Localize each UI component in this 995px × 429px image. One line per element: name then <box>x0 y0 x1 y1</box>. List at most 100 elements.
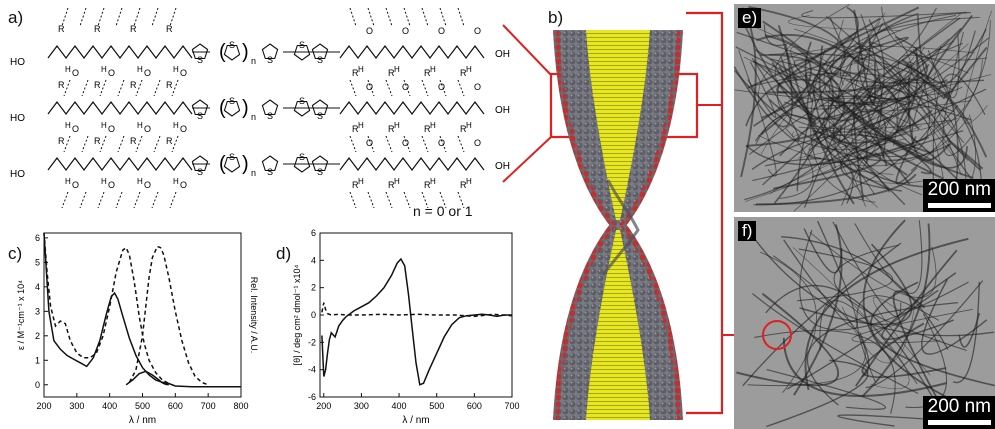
atom-r: R <box>130 136 137 146</box>
thiophene-ring <box>261 155 279 172</box>
h-bond <box>99 135 107 153</box>
peptide-backbone-left <box>47 157 193 171</box>
y-tick-label: 2 <box>35 331 40 341</box>
atom-o: O <box>180 68 187 78</box>
thiophene-ring <box>311 99 329 116</box>
atom-r: R <box>460 180 467 190</box>
thiophene-ring <box>293 156 311 173</box>
tem-fibril <box>849 54 954 108</box>
tem-fibril <box>932 73 986 183</box>
tem-fibril <box>762 109 887 186</box>
atom-h: H <box>358 177 364 186</box>
atom-h: H <box>137 65 143 74</box>
tem-fibril <box>883 65 971 177</box>
tem-fibril <box>777 25 855 205</box>
h-bond-outer <box>385 191 393 209</box>
atom-h: H <box>358 65 364 74</box>
h-bond <box>117 135 125 153</box>
thiophene-ring <box>293 100 311 117</box>
atom-h: H <box>65 121 71 130</box>
atom-r: R <box>388 180 395 190</box>
atom-h: H <box>466 177 472 186</box>
scale-bar-f-line <box>927 420 991 425</box>
h-bond-outer <box>133 7 141 27</box>
h-bond-outer <box>151 7 159 27</box>
h-bond <box>81 135 89 153</box>
atom-s: S <box>229 152 235 162</box>
h-bond-outer <box>349 7 357 27</box>
scale-bar-e-label: 200 nm <box>927 179 991 200</box>
x-tick-label: 200 <box>36 401 51 411</box>
h-bond <box>403 79 411 97</box>
tem-fibril <box>754 239 994 337</box>
atom-o: O <box>180 180 187 190</box>
subscript-n: n <box>251 56 256 66</box>
atom-h: H <box>137 121 143 130</box>
atom-o: O <box>366 26 373 36</box>
h-bond <box>171 135 179 153</box>
h-bond-outer <box>403 191 411 209</box>
atom-r: R <box>424 124 431 134</box>
h-bond <box>385 135 393 153</box>
tem-fibril <box>765 285 936 402</box>
tem-fibril <box>777 81 951 130</box>
h-bond-outer <box>457 191 465 209</box>
tem-fibril <box>746 136 929 166</box>
tem-fibril <box>872 296 931 376</box>
panel-label-a: a) <box>8 8 24 27</box>
h-bond-outer <box>169 7 177 27</box>
tem-fibril <box>927 34 960 99</box>
atom-s: S <box>317 167 323 177</box>
atom-s: S <box>267 111 273 121</box>
tem-fibril <box>857 11 971 149</box>
h-bond <box>421 79 429 97</box>
tem-fibril <box>801 10 968 19</box>
atom-s: S <box>267 55 273 65</box>
y-tick-label: 0 <box>311 310 316 320</box>
tem-fibril <box>799 243 913 326</box>
series-line-0 <box>43 232 241 388</box>
atom-h: H <box>101 177 107 186</box>
y-tick-label: 3 <box>35 306 40 316</box>
tem-fibril <box>782 337 947 397</box>
tem-fibril <box>758 45 975 103</box>
series-line-1 <box>43 232 170 385</box>
h-bond <box>439 79 447 97</box>
h-bond <box>99 79 107 97</box>
atom-r: R <box>58 80 65 90</box>
h-bond-outer <box>79 191 87 209</box>
x-tick-label: 300 <box>69 401 84 411</box>
h-bond-outer <box>403 7 411 27</box>
scale-bar-f: 200 nm <box>922 396 995 429</box>
atom-r: R <box>58 24 65 34</box>
atom-o: O <box>366 138 373 148</box>
y-tick-label: 6 <box>35 233 40 243</box>
h-bond-outer <box>439 7 447 27</box>
x-tick-label: 500 <box>135 401 150 411</box>
h-bond <box>135 79 143 97</box>
atom-h: H <box>430 65 436 74</box>
series-line-2 <box>128 245 209 386</box>
atom-r: R <box>424 68 431 78</box>
h-bond-outer <box>115 191 123 209</box>
tem-fibril <box>952 281 980 384</box>
tem-fibril <box>905 313 947 409</box>
tem-fibril <box>766 369 887 410</box>
tem-fibril <box>753 30 976 206</box>
tem-fibril <box>783 220 858 329</box>
y-tick-label: -4 <box>308 365 316 375</box>
tem-fibril <box>933 72 962 176</box>
tem-fibril <box>897 14 973 132</box>
h-bond <box>421 135 429 153</box>
tem-fibril <box>894 36 959 212</box>
fiber-rim-left <box>553 30 617 420</box>
tem-fibril <box>751 134 933 171</box>
y-tick-label: 1 <box>35 355 40 365</box>
atom-h: H <box>65 65 71 74</box>
h-bond-outer <box>169 191 177 209</box>
tem-fibril <box>877 43 969 137</box>
y-tick-label: 2 <box>311 283 316 293</box>
twist-shading <box>601 179 640 276</box>
atom-h: H <box>430 177 436 186</box>
h-bond <box>81 79 89 97</box>
